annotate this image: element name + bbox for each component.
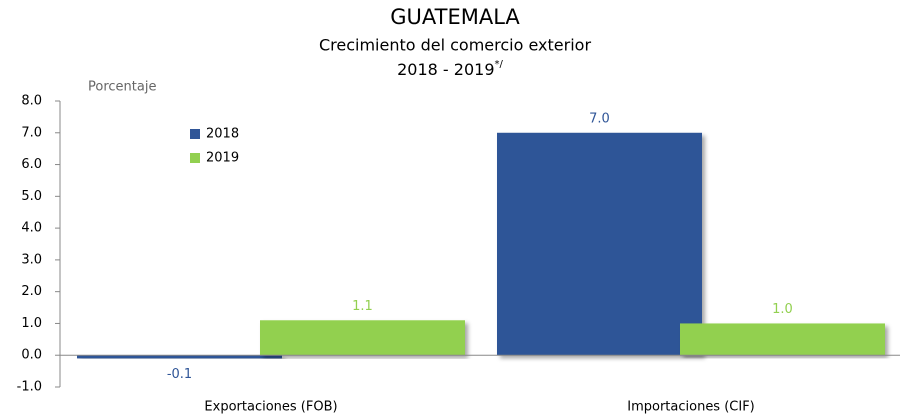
y-tick-label: 7.0 — [21, 125, 42, 140]
y-tick-label: 4.0 — [21, 221, 42, 236]
chart-period: 2018 - 2019*/ — [397, 59, 503, 79]
bar — [497, 132, 702, 356]
y-tick-label: 5.0 — [21, 189, 42, 204]
legend-swatch — [190, 153, 200, 163]
y-tick-label: 1.0 — [21, 316, 42, 331]
y-tick-label: 6.0 — [21, 157, 42, 172]
legend-swatch — [190, 129, 200, 139]
bar — [260, 320, 465, 356]
bar — [77, 355, 282, 359]
y-tick-label: 3.0 — [21, 252, 42, 267]
y-tick-label: 0.0 — [21, 348, 42, 363]
chart-title: GUATEMALA — [390, 5, 520, 29]
y-axis-label: Porcentaje — [88, 80, 156, 95]
y-tick-label: -1.0 — [17, 380, 42, 395]
period: 2018 - 2019 — [397, 60, 494, 79]
legend-label: 2019 — [206, 151, 239, 166]
x-tick-label: Exportaciones (FOB) — [204, 400, 337, 415]
y-tick-label: 8.0 — [21, 94, 42, 109]
bar — [680, 323, 885, 356]
data-label: 1.1 — [352, 299, 373, 314]
data-label: 1.0 — [772, 302, 793, 317]
chart-subtitle: Crecimiento del comercio exterior — [319, 36, 592, 55]
period-note: */ — [495, 59, 504, 70]
legend-label: 2018 — [206, 127, 239, 142]
y-tick-label: 2.0 — [21, 284, 42, 299]
data-label: 7.0 — [589, 111, 610, 126]
x-tick-label: Importaciones (CIF) — [627, 400, 755, 415]
data-label: -0.1 — [167, 367, 192, 382]
